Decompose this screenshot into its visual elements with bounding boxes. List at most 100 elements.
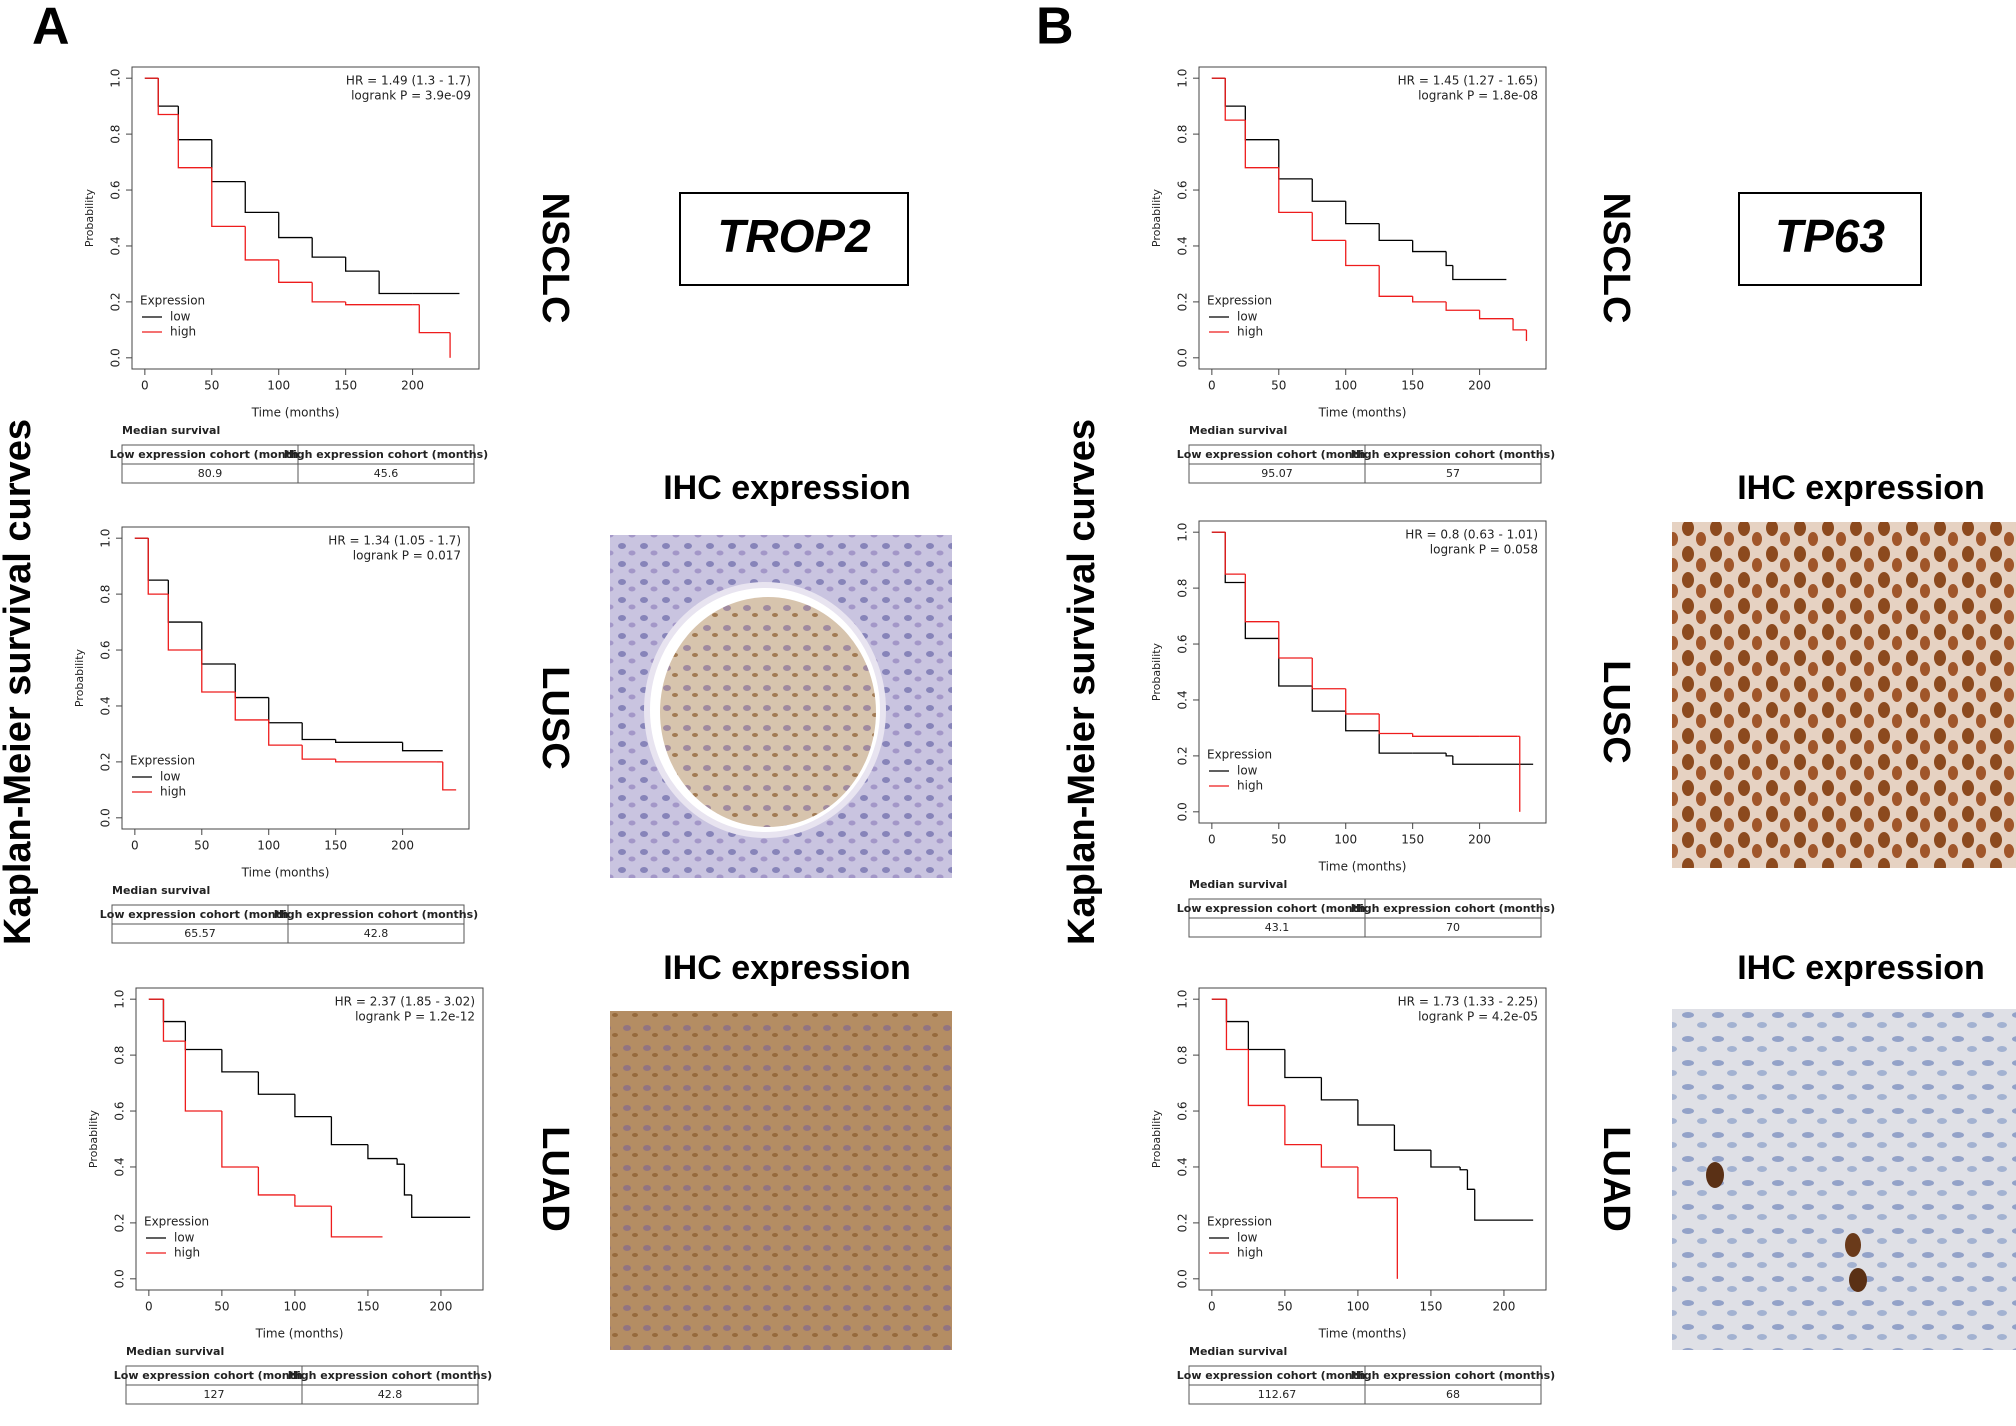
- legend-label: low: [1237, 1231, 1258, 1245]
- plot-frame: [1198, 520, 1547, 824]
- y-tick-label: 1.0: [1176, 69, 1190, 88]
- table-header: Low expression cohort (months): [100, 908, 300, 921]
- ihc-title: IHC expression: [663, 949, 911, 987]
- y-axis-label: Probability: [83, 188, 96, 247]
- x-tick-label: 200: [1468, 833, 1491, 847]
- median-title: Median survival: [112, 884, 210, 897]
- x-tick-label: 50: [1277, 1300, 1292, 1314]
- survival-step: [294, 1094, 332, 1118]
- x-tick-label: 200: [401, 379, 424, 393]
- table-value: 127: [204, 1388, 225, 1401]
- median-title: Median survival: [1189, 424, 1287, 437]
- x-tick-label: 0: [131, 839, 139, 853]
- logrank-text: logrank P = 0.058: [1430, 543, 1538, 557]
- survival-step: [1512, 318, 1527, 331]
- x-tick-label: 0: [1208, 1300, 1216, 1314]
- survival-step: [401, 742, 443, 752]
- ihc-title: IHC expression: [1737, 469, 1985, 507]
- survival-step: [1393, 1125, 1431, 1151]
- hr-text: HR = 0.8 (0.63 - 1.01): [1405, 528, 1538, 542]
- survival-step: [167, 594, 202, 651]
- cohort-label: NSCLC: [534, 193, 576, 324]
- survival-step: [268, 697, 303, 724]
- cohort-label: LUAD: [534, 1126, 576, 1232]
- x-tick-label: 200: [1492, 1300, 1515, 1314]
- survival-step: [1345, 688, 1380, 715]
- survival-step: [294, 1194, 332, 1207]
- survival-step: [330, 1116, 368, 1146]
- survival-step: [221, 1111, 259, 1168]
- ihc-title: IHC expression: [663, 469, 911, 507]
- survival-step: [1378, 223, 1413, 242]
- survival-step: [167, 580, 202, 623]
- median-title: Median survival: [1189, 1345, 1287, 1358]
- x-axis-label: Time (months): [1318, 406, 1407, 420]
- y-title: Kaplan-Meier survival curves: [0, 419, 39, 945]
- x-tick-label: 50: [1271, 833, 1286, 847]
- legend-title: Expression: [140, 294, 205, 308]
- survival-step: [1278, 139, 1313, 180]
- survival-step: [301, 722, 336, 741]
- y-tick-label: 0.4: [1176, 1157, 1190, 1176]
- table-header: High expression cohort (months): [288, 1369, 492, 1382]
- table-header: High expression cohort (months): [274, 908, 478, 921]
- plot-frame: [135, 987, 484, 1291]
- survival-step: [311, 282, 346, 303]
- survival-step: [1345, 201, 1380, 225]
- survival-step: [157, 78, 179, 116]
- x-tick-label: 100: [1346, 1300, 1369, 1314]
- y-tick-label: 0.8: [1176, 1046, 1190, 1065]
- survival-step: [177, 106, 212, 141]
- survival-step: [301, 745, 336, 760]
- legend-label: high: [1237, 325, 1263, 339]
- hr-text: HR = 1.45 (1.27 - 1.65): [1398, 74, 1538, 88]
- logrank-text: logrank P = 1.8e-08: [1418, 89, 1538, 103]
- survival-step: [1244, 574, 1279, 623]
- table-value: 65.57: [184, 927, 216, 940]
- cohort-label: LUSC: [534, 666, 576, 769]
- x-tick-label: 50: [214, 1300, 229, 1314]
- logrank-text: logrank P = 3.9e-09: [351, 89, 471, 103]
- y-tick-label: 0.6: [1176, 180, 1190, 199]
- plot-frame: [1198, 987, 1547, 1291]
- y-tick-label: 0.4: [113, 1157, 127, 1176]
- survival-step: [1225, 999, 1249, 1023]
- table-header: Low expression cohort (months): [114, 1369, 314, 1382]
- survival-step: [234, 664, 269, 699]
- x-tick-label: 100: [283, 1300, 306, 1314]
- survival-step: [157, 78, 179, 107]
- survival-step: [345, 301, 413, 306]
- y-tick-label: 0.2: [113, 1213, 127, 1232]
- survival-step: [1225, 999, 1249, 1051]
- survival-step: [244, 226, 279, 261]
- table-value: 112.67: [1258, 1388, 1297, 1401]
- survival-step: [1284, 1105, 1322, 1146]
- legend-label: low: [160, 770, 181, 784]
- survival-step: [1445, 251, 1453, 267]
- table-cell: [287, 923, 465, 944]
- y-tick-label: 0.2: [1176, 292, 1190, 311]
- gene-name: TROP2: [717, 210, 871, 262]
- survival-step: [1378, 713, 1413, 735]
- survival-step: [221, 1049, 259, 1073]
- legend-title: Expression: [1207, 748, 1272, 762]
- table-header: Low expression cohort (months): [110, 448, 310, 461]
- survival-step: [257, 1071, 295, 1095]
- y-axis-label: Probability: [1150, 642, 1163, 701]
- x-tick-label: 150: [324, 839, 347, 853]
- y-tick-label: 0.0: [1176, 348, 1190, 367]
- survival-step: [201, 650, 236, 693]
- table-value: 42.8: [378, 1388, 403, 1401]
- panel-label: A: [32, 0, 70, 56]
- survival-step: [147, 538, 169, 581]
- survival-step: [257, 1166, 295, 1196]
- y-tick-label: 0.8: [1176, 125, 1190, 144]
- survival-step: [278, 212, 313, 239]
- x-tick-label: 150: [356, 1300, 379, 1314]
- table-value: 95.07: [1261, 467, 1293, 480]
- table-value: 45.6: [374, 467, 399, 480]
- survival-step: [1357, 1099, 1395, 1126]
- survival-step: [403, 1164, 412, 1196]
- y-tick-label: 0.0: [1176, 1269, 1190, 1288]
- survival-step: [1452, 755, 1534, 765]
